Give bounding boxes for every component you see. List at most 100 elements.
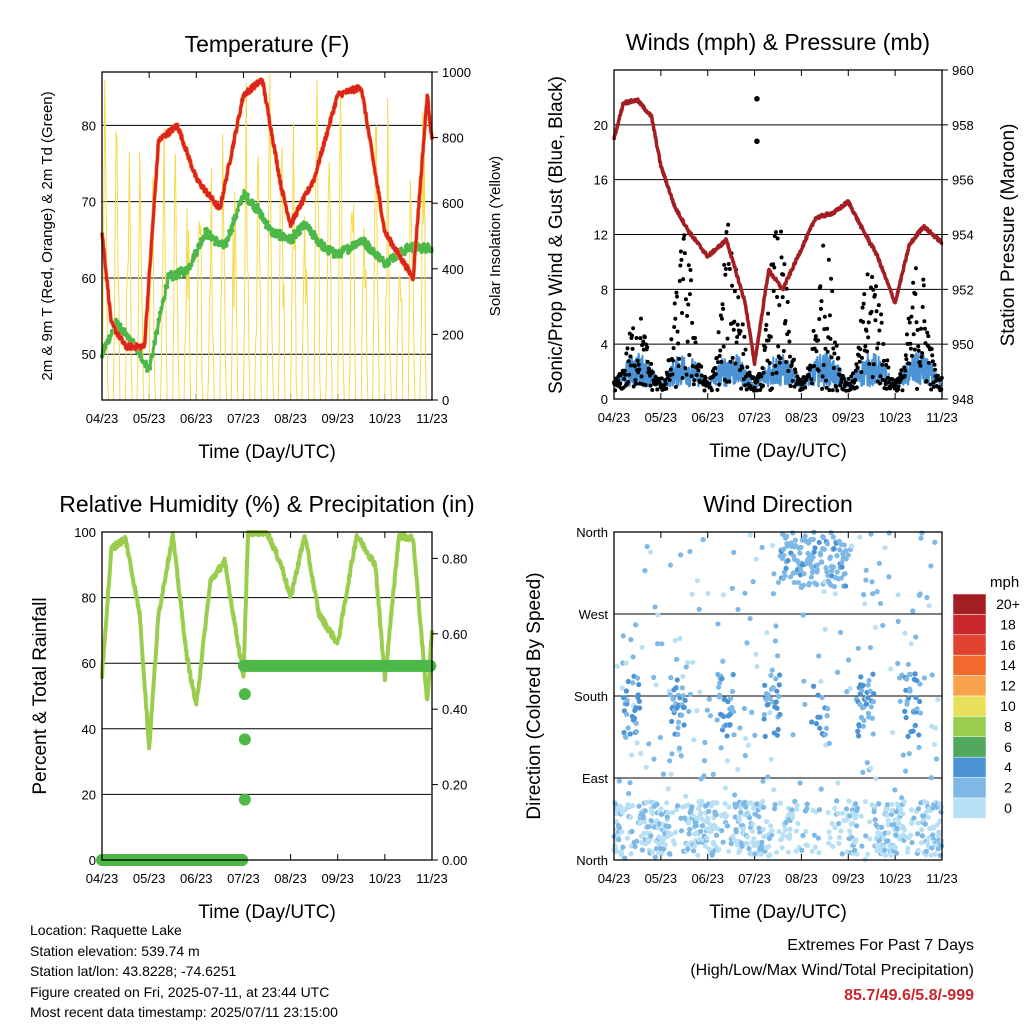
dewpoint-point	[181, 273, 187, 278]
wind-direction-point	[793, 848, 799, 854]
dewpoint-point	[365, 240, 371, 245]
gust-point	[743, 347, 748, 352]
wind-direction-point	[832, 805, 838, 811]
wind-direction-point	[852, 801, 859, 807]
wind-direction-point	[800, 582, 807, 588]
wind-direction-point	[841, 542, 847, 548]
wind-direction-point	[653, 682, 659, 688]
y-right-tick-label: 200	[442, 327, 464, 342]
colorbar-swatch	[952, 777, 987, 799]
gust-point	[909, 314, 914, 319]
wind-direction-point	[935, 697, 941, 703]
wind-direction-point	[930, 832, 936, 838]
wind-direction-point	[929, 723, 935, 729]
wind-direction-point	[855, 733, 862, 739]
gust-point	[803, 385, 808, 390]
dewpoint-point	[335, 250, 341, 255]
gust-point	[671, 358, 676, 363]
gust-point	[713, 365, 718, 370]
wind-direction-point	[666, 823, 672, 830]
wind-direction-point	[616, 778, 622, 784]
wind-direction-point	[620, 844, 626, 850]
wind-direction-point	[744, 841, 750, 847]
gust-point	[742, 334, 747, 339]
gust-point	[702, 388, 707, 393]
plot-frame	[101, 71, 433, 401]
dewpoint-point	[201, 234, 207, 239]
gust-point	[818, 284, 823, 289]
y-tick-label: North	[576, 853, 608, 868]
gust-point	[884, 386, 889, 391]
wind-direction-point	[667, 562, 674, 568]
gust-point	[720, 302, 725, 307]
gust-point	[777, 360, 782, 365]
humidity-precip-panel: Relative Humidity (%) & Precipitation (i…	[30, 491, 475, 923]
wind-direction-point	[728, 695, 734, 702]
wind-direction-point	[752, 732, 758, 738]
wind-direction-point	[832, 591, 838, 597]
gust-point	[900, 388, 905, 393]
gust-point	[663, 378, 668, 383]
wind-direction-point	[649, 849, 655, 855]
gust-point	[741, 352, 746, 357]
wind-direction-point	[884, 802, 891, 808]
gust-point	[645, 359, 650, 364]
precip-point	[238, 793, 251, 806]
dewpoint-point	[170, 277, 175, 282]
gust-point	[906, 316, 911, 321]
wind-direction-point	[825, 572, 831, 578]
gust-point	[885, 358, 890, 363]
gust-point	[870, 274, 875, 279]
wind-direction-point	[768, 756, 774, 762]
gust-point	[789, 363, 794, 368]
gust-point	[764, 323, 769, 328]
x-tick-label: 10/23	[369, 871, 402, 886]
wind-direction-point	[769, 832, 775, 838]
wind-direction-point	[636, 681, 642, 688]
wind-direction-point	[836, 834, 843, 841]
wind-direction-point	[861, 592, 867, 598]
wind-direction-point	[754, 664, 760, 670]
precip-point	[424, 659, 437, 672]
wind-direction-point	[837, 547, 843, 553]
gust-point	[834, 384, 839, 389]
gust-point	[817, 316, 822, 321]
y-tick-label: North	[576, 525, 608, 540]
wind-direction-point	[737, 725, 743, 731]
y-axis-label: Direction (Colored By Speed)	[524, 572, 545, 819]
wind-direction-point	[614, 663, 620, 669]
wind-direction-point	[756, 814, 762, 820]
wind-direction-point	[655, 612, 661, 618]
gust-point	[719, 316, 724, 321]
gust-point	[774, 370, 779, 375]
wind-direction-point	[757, 829, 763, 835]
dewpoint-point	[270, 227, 276, 233]
gust-point	[674, 294, 679, 299]
colorbar-title: mph	[990, 574, 1019, 591]
wind-direction-point	[846, 798, 852, 804]
x-tick-label: 05/23	[133, 411, 166, 426]
wind-direction-point	[687, 548, 693, 555]
gust-point	[714, 355, 719, 360]
wind-direction-point	[624, 711, 630, 717]
wind-direction-point	[844, 689, 850, 695]
gust-point	[816, 338, 821, 343]
gust-point	[736, 295, 741, 300]
y-tick-label: 50	[82, 347, 96, 362]
gust-point	[846, 376, 851, 381]
wind-direction-point	[773, 623, 779, 629]
dewpoint-point	[255, 202, 260, 208]
dewpoint-point	[289, 233, 294, 238]
gust-point	[859, 370, 864, 375]
wind-direction-point	[687, 691, 694, 697]
wind-direction-point	[613, 819, 619, 825]
gust-point	[899, 368, 904, 373]
wind-direction-point	[827, 835, 833, 841]
wind-direction-point	[853, 837, 859, 843]
wind-direction-point	[724, 733, 730, 739]
gust-point	[735, 334, 740, 339]
gust-point	[898, 372, 903, 377]
wind-direction-point	[925, 814, 931, 820]
wind-direction-point	[667, 851, 673, 857]
